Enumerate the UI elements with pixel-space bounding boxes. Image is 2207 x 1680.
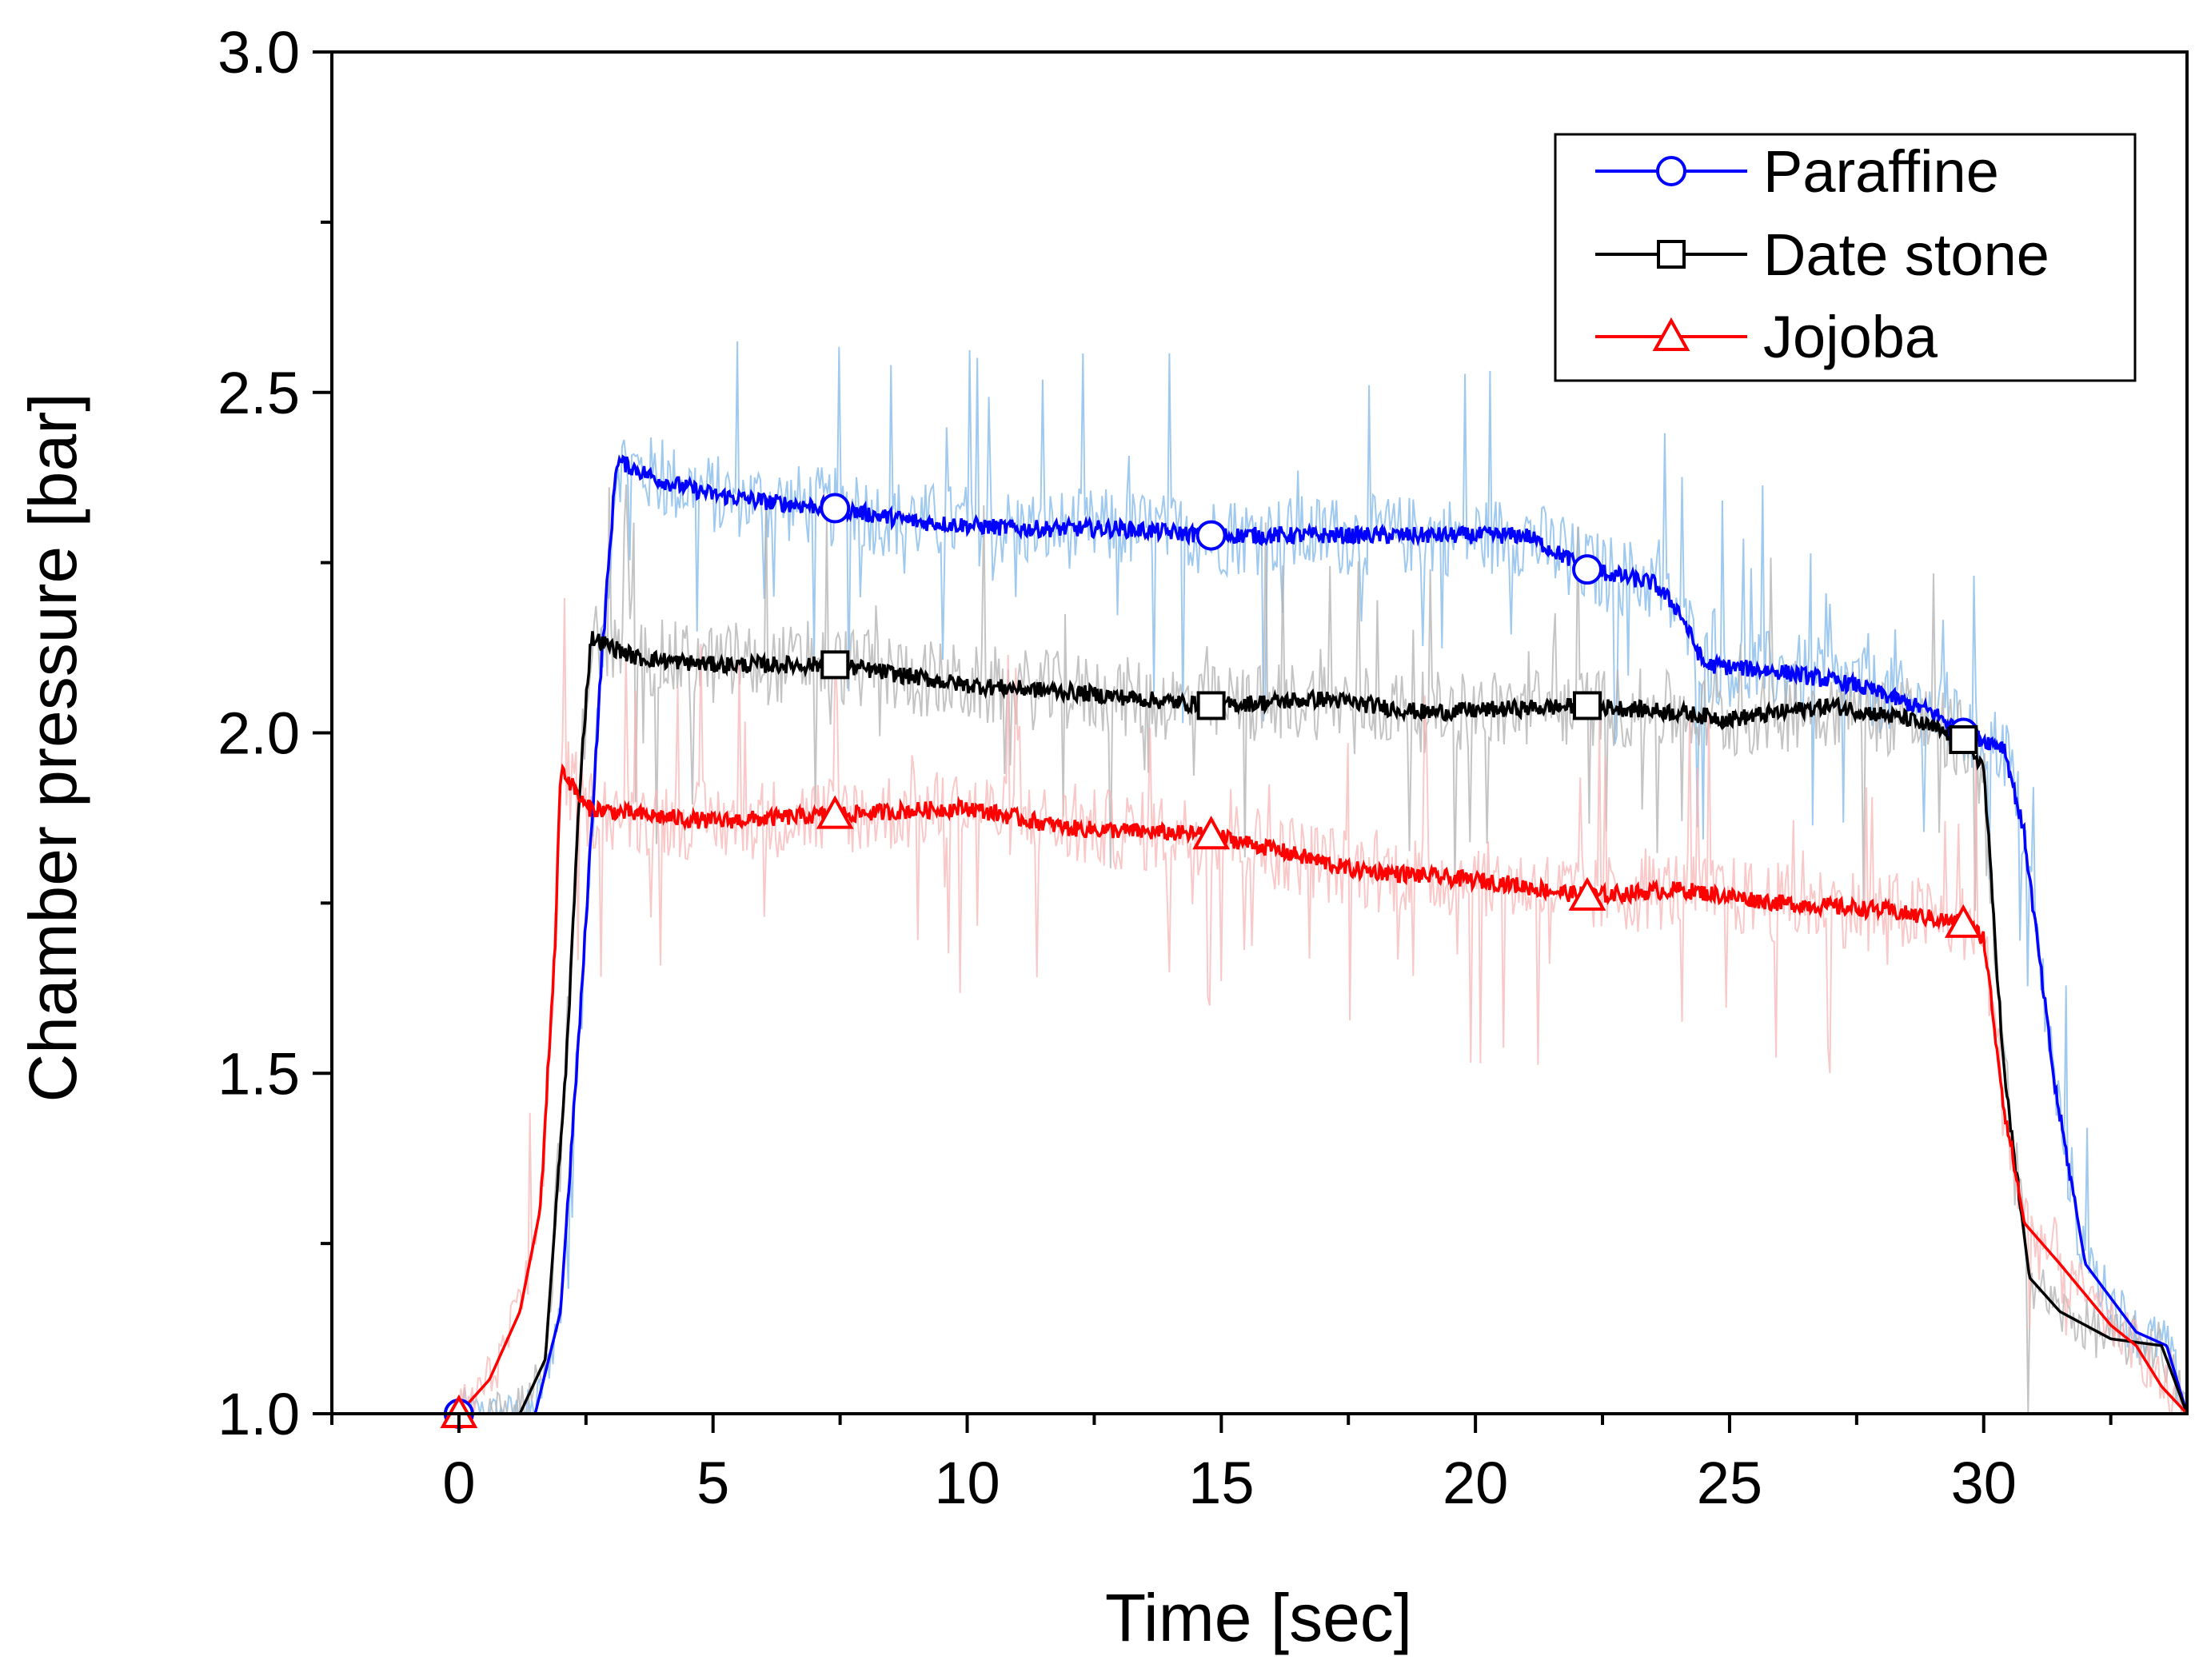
- marker-paraffine: [1195, 520, 1227, 551]
- marker-date-stone: [1196, 691, 1226, 720]
- y-tick-label: 2.0: [218, 700, 300, 767]
- legend-entry-jojoba: Jojoba: [1595, 304, 1938, 370]
- series-line-jojoba: [457, 763, 2189, 1415]
- x-tick-label: 5: [696, 1450, 729, 1516]
- series-line-paraffine: [458, 454, 2189, 1415]
- marker-paraffine: [820, 493, 851, 524]
- marker-jojoba: [1944, 904, 1982, 938]
- y-tick-label: 1.0: [218, 1381, 300, 1447]
- marker-jojoba: [816, 795, 854, 829]
- x-tick-label: 30: [1951, 1450, 2017, 1516]
- y-tick-label: 2.5: [218, 360, 300, 426]
- marker-date-stone: [1949, 725, 1978, 755]
- y-axis-title: Chamber pressure [bar]: [15, 393, 90, 1102]
- marker-date-stone: [820, 650, 850, 680]
- series-line-date-stone: [484, 631, 2189, 1415]
- marker-jojoba: [1568, 876, 1606, 911]
- legend: Paraffine Date stone Jojoba: [1554, 133, 2137, 382]
- legend-label-date-stone: Date stone: [1763, 221, 2049, 288]
- legend-marker-paraffine: [1656, 156, 1686, 186]
- legend-marker-jojoba: [1652, 317, 1690, 351]
- x-tick-label: 15: [1188, 1450, 1254, 1516]
- legend-entry-date-stone: Date stone: [1595, 221, 2049, 288]
- x-tick-label: 10: [934, 1450, 1000, 1516]
- legend-box: [1554, 133, 2137, 382]
- ticks-layer: [313, 50, 2113, 1433]
- legend-entry-paraffine: Paraffine: [1595, 138, 1999, 205]
- y-tick-label: 3.0: [218, 19, 300, 86]
- tick-labels-layer: 0 5 10 15 20 25 30 1.0 1.5 2.0 2.5 3.0: [218, 19, 2017, 1516]
- marker-jojoba: [1192, 816, 1231, 850]
- marker-paraffine: [1571, 554, 1602, 585]
- x-tick-label: 20: [1443, 1450, 1508, 1516]
- x-tick-label: 0: [442, 1450, 475, 1516]
- legend-marker-date-stone: [1657, 240, 1686, 269]
- marker-date-stone: [1572, 691, 1602, 720]
- x-tick-label: 25: [1697, 1450, 1762, 1516]
- series-noise-paraffine: [457, 341, 2188, 1417]
- series-layer: [457, 454, 2189, 1415]
- legend-label-paraffine: Paraffine: [1763, 138, 1999, 205]
- legend-label-jojoba: Jojoba: [1763, 304, 1938, 370]
- y-tick-label: 1.5: [218, 1040, 300, 1107]
- series-noise-jojoba: [457, 597, 2188, 1415]
- x-axis-title: Time [sec]: [1105, 1580, 1412, 1655]
